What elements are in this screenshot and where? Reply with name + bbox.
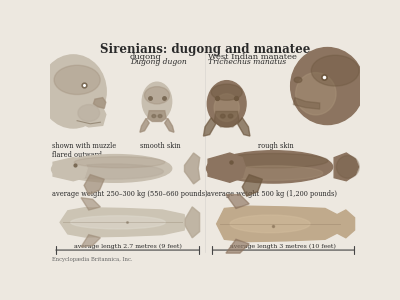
- Polygon shape: [84, 175, 104, 195]
- Ellipse shape: [144, 87, 170, 104]
- Text: West Indian manatee: West Indian manatee: [208, 53, 297, 61]
- Text: dugong: dugong: [130, 53, 162, 61]
- Ellipse shape: [60, 99, 74, 122]
- Ellipse shape: [211, 84, 242, 100]
- Polygon shape: [334, 153, 358, 181]
- Ellipse shape: [52, 164, 64, 175]
- Ellipse shape: [220, 114, 225, 118]
- Ellipse shape: [214, 151, 333, 183]
- Ellipse shape: [54, 65, 100, 94]
- Ellipse shape: [214, 94, 239, 122]
- Ellipse shape: [206, 161, 222, 176]
- Ellipse shape: [40, 55, 106, 128]
- Ellipse shape: [152, 115, 156, 118]
- Polygon shape: [94, 98, 106, 108]
- Polygon shape: [60, 208, 185, 237]
- Ellipse shape: [158, 115, 162, 118]
- Polygon shape: [226, 195, 249, 208]
- Polygon shape: [81, 198, 100, 210]
- Polygon shape: [208, 153, 245, 182]
- Polygon shape: [217, 206, 349, 242]
- Ellipse shape: [294, 77, 302, 83]
- Ellipse shape: [311, 55, 359, 86]
- Text: Encyclopædia Britannica, Inc.: Encyclopædia Britannica, Inc.: [52, 256, 133, 262]
- Ellipse shape: [71, 216, 165, 229]
- Polygon shape: [184, 153, 200, 184]
- Ellipse shape: [291, 47, 364, 124]
- Polygon shape: [69, 99, 106, 127]
- Polygon shape: [184, 153, 200, 184]
- Ellipse shape: [219, 154, 328, 168]
- Ellipse shape: [228, 114, 233, 118]
- Ellipse shape: [336, 156, 359, 178]
- Polygon shape: [185, 207, 200, 238]
- Polygon shape: [53, 158, 87, 181]
- Text: average length 2.7 metres (9 feet): average length 2.7 metres (9 feet): [74, 243, 182, 248]
- Polygon shape: [293, 98, 320, 109]
- Text: Dugong dugon: Dugong dugon: [130, 58, 186, 66]
- Ellipse shape: [58, 154, 172, 182]
- Text: Sirenians: dugong and manatee: Sirenians: dugong and manatee: [100, 43, 310, 56]
- Polygon shape: [165, 118, 174, 132]
- Polygon shape: [185, 207, 200, 238]
- Text: average weight 500 kg (1,200 pounds): average weight 500 kg (1,200 pounds): [207, 190, 337, 198]
- Ellipse shape: [207, 81, 246, 127]
- Text: average weight 250–300 kg (550–660 pounds): average weight 250–300 kg (550–660 pound…: [52, 190, 208, 198]
- Polygon shape: [226, 239, 249, 253]
- Ellipse shape: [230, 215, 310, 233]
- Ellipse shape: [224, 166, 323, 180]
- Polygon shape: [242, 175, 262, 196]
- Text: rough skin: rough skin: [258, 142, 294, 150]
- Polygon shape: [238, 118, 250, 136]
- Polygon shape: [140, 118, 149, 132]
- Text: smooth skin: smooth skin: [140, 142, 180, 150]
- Text: shown with muzzle
flared outward: shown with muzzle flared outward: [52, 142, 116, 160]
- Ellipse shape: [61, 164, 163, 179]
- Text: Trichechus manatus: Trichechus manatus: [208, 58, 286, 66]
- Polygon shape: [204, 118, 216, 136]
- Polygon shape: [214, 112, 239, 127]
- Polygon shape: [337, 210, 354, 238]
- Ellipse shape: [296, 73, 336, 115]
- Ellipse shape: [78, 104, 100, 122]
- Text: average length 3 metres (10 feet): average length 3 metres (10 feet): [230, 243, 336, 248]
- Polygon shape: [81, 235, 100, 247]
- Ellipse shape: [74, 157, 165, 168]
- Ellipse shape: [142, 82, 172, 121]
- Polygon shape: [148, 111, 166, 122]
